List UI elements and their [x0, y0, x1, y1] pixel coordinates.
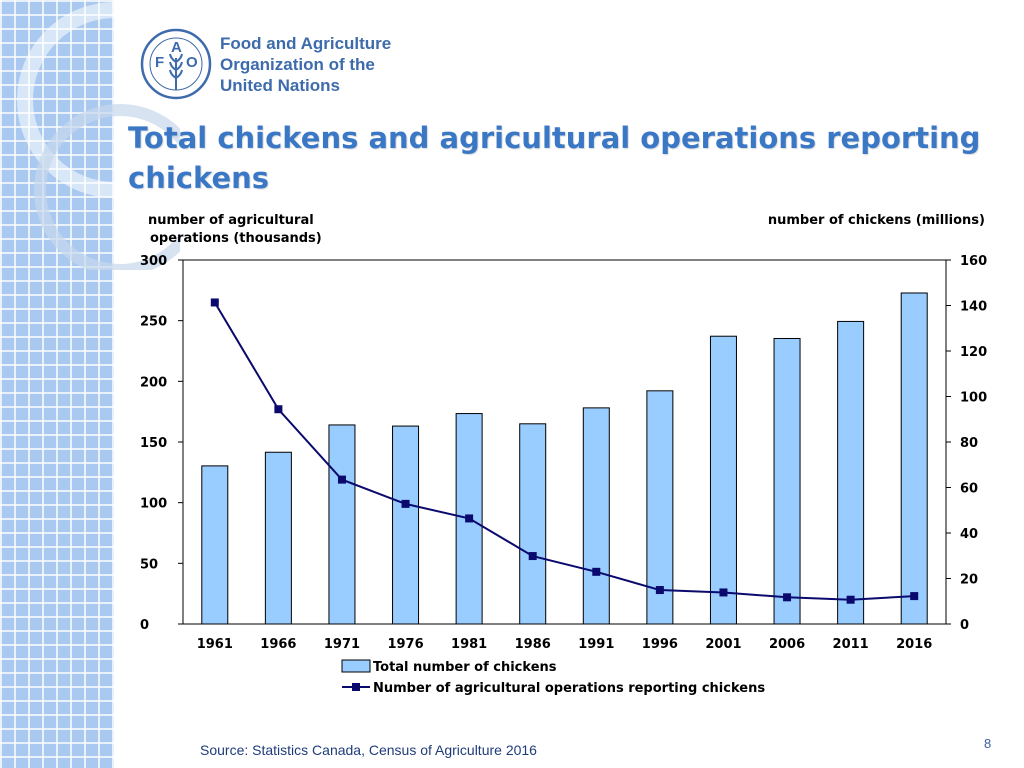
- organization-name: Food and Agriculture Organization of the…: [220, 33, 420, 96]
- right-axis-tick-label: 160: [960, 254, 987, 269]
- logo-letter-f: F: [155, 54, 164, 71]
- left-axis-title-line: operations (thousands): [150, 231, 322, 246]
- bar-1971: [328, 424, 356, 625]
- x-axis-tick-label: 2001: [705, 637, 741, 652]
- logo-letter-a: A: [171, 39, 182, 56]
- line-point-1976: [401, 499, 410, 508]
- right-axis-tick-label: 100: [960, 391, 987, 406]
- right-axis-tick-label: 140: [960, 300, 987, 315]
- bar-1961: [201, 465, 229, 625]
- bar-1966: [264, 451, 292, 625]
- fao-logo: F A O: [140, 28, 212, 100]
- left-axis-tick-label: 100: [140, 497, 167, 512]
- line-point-1961: [210, 298, 219, 307]
- bar-1991: [582, 407, 610, 625]
- decorative-arcs: [17, 2, 180, 270]
- x-axis-tick-label: 1961: [197, 637, 233, 652]
- line-point-2016: [910, 592, 919, 601]
- line-point-1991: [592, 567, 601, 576]
- right-axis-tick-label: 0: [960, 618, 969, 633]
- right-axis-tick-label: 40: [960, 527, 978, 542]
- legend-label-line: Number of agricultural operations report…: [373, 681, 765, 696]
- left-axis-tick-label: 0: [140, 618, 149, 633]
- legend-label-bar: Total number of chickens: [373, 660, 557, 675]
- bar-2016: [900, 292, 928, 625]
- plot-frame: [182, 259, 947, 625]
- x-axis-tick-label: 1976: [387, 637, 423, 652]
- line-point-1986: [528, 552, 537, 561]
- bar-1996: [646, 390, 674, 625]
- line-point-2011: [846, 595, 855, 604]
- legend-swatch-marker: [352, 683, 360, 691]
- x-axis-tick-label: 1971: [324, 637, 360, 652]
- x-axis-tick-label: 2011: [833, 637, 869, 652]
- left-axis-tick-label: 250: [140, 315, 167, 330]
- wheat-ear-icon: [169, 53, 183, 90]
- legend-swatch-bar: [341, 659, 371, 673]
- left-axis-tick-label: 50: [140, 557, 158, 572]
- line-point-1981: [465, 514, 474, 523]
- source-note: Source: Statistics Canada, Census of Agr…: [200, 742, 537, 758]
- line-series-operations: [213, 301, 915, 601]
- x-axis-tick-label: 1966: [260, 637, 296, 652]
- right-axis-tick-label: 80: [960, 436, 978, 451]
- x-axis-tick-label: 1991: [578, 637, 614, 652]
- left-axis-title-line: number of agricultural: [148, 213, 314, 228]
- page-title: Total chickens and agricultural operatio…: [128, 121, 981, 195]
- line-point-2006: [783, 593, 792, 602]
- left-axis-tick-label: 300: [140, 254, 167, 269]
- bar-1986: [519, 423, 547, 625]
- line-point-1971: [337, 475, 346, 484]
- left-axis-tick-label: 200: [140, 375, 167, 390]
- left-axis-tick-label: 150: [140, 436, 167, 451]
- right-axis-tick-label: 120: [960, 345, 987, 360]
- bar-2011: [837, 320, 865, 625]
- decorative-grid-band: [0, 0, 114, 768]
- x-axis-tick-label: 1996: [642, 637, 678, 652]
- right-axis-tick-label: 60: [960, 482, 978, 497]
- line-point-1966: [274, 405, 283, 414]
- organization-name-line: Food and Agriculture: [220, 34, 392, 53]
- bar-2006: [773, 337, 801, 625]
- bar-2001: [709, 335, 737, 625]
- organization-name-line: Organization of the: [220, 55, 375, 74]
- x-axis-tick-label: 1981: [451, 637, 487, 652]
- bar-1976: [392, 425, 420, 625]
- organization-name-line: United Nations: [220, 76, 340, 95]
- x-axis-tick-label: 2016: [896, 637, 932, 652]
- page-number: 8: [984, 736, 992, 751]
- line-point-1996: [655, 586, 664, 595]
- logo-letter-o: O: [186, 54, 198, 71]
- x-axis-tick-label: 2006: [769, 637, 805, 652]
- right-axis-tick-label: 20: [960, 573, 978, 588]
- x-axis-tick-label: 1986: [515, 637, 551, 652]
- right-axis-title: number of chickens (millions): [768, 213, 985, 228]
- line-point-2001: [719, 588, 728, 597]
